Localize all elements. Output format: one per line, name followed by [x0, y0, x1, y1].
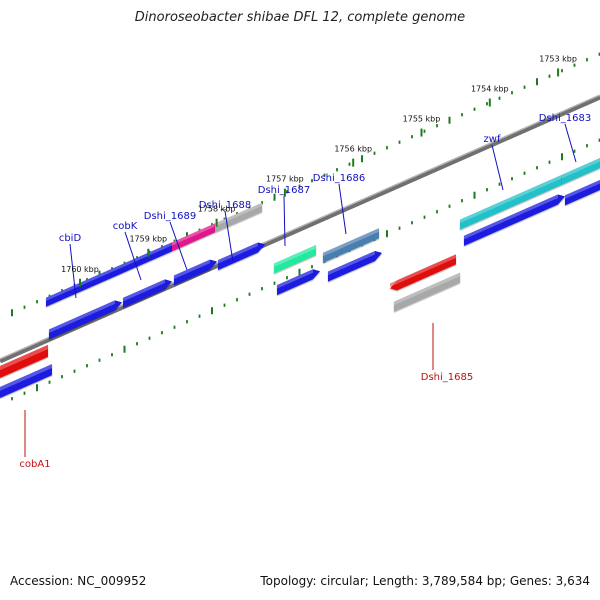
cds-arrow [123, 279, 172, 308]
cds-arrow [174, 259, 217, 286]
gene-label-cbiD: cbiD [59, 233, 82, 244]
inner-tick-track [11, 138, 600, 401]
tick-label: 1754 kbp [471, 84, 509, 93]
accession-text: Accession: NC_009952 [10, 574, 147, 588]
leader-line [169, 221, 188, 271]
gene-label-cobK: cobK [113, 221, 138, 232]
leader-line [69, 243, 77, 299]
gene-label-Dshi_1689: Dshi_1689 [144, 211, 196, 222]
tick-label: 1756 kbp [334, 145, 372, 154]
cds-arrow-highlight [174, 259, 210, 279]
tick-label: 1753 kbp [539, 54, 577, 63]
gene-bar-Dshi_1689-highlight [172, 223, 215, 246]
leader-line [283, 195, 286, 247]
tick-label: 1755 kbp [403, 115, 441, 124]
leader-line [338, 183, 347, 235]
leader-line [491, 144, 504, 191]
gene-label-cobA1: cobA1 [19, 459, 50, 470]
gene-bar-cobA1-highlight [0, 344, 48, 371]
leader-line [564, 123, 577, 163]
cds-arrow-highlight [123, 279, 165, 302]
cds-bar-cobA1-highlight [0, 364, 52, 391]
tick-label: 1759 kbp [129, 235, 167, 244]
tick-label: 1758 kbp [198, 205, 236, 214]
topology-text: Topology: circular; Length: 3,789,584 bp… [260, 574, 590, 588]
cds-arrow-highlight [49, 300, 115, 333]
gene-bar-Dshi_1685-highlight [390, 254, 456, 287]
tick-label: 1760 kbp [61, 265, 99, 274]
feature-labels: cbiDcobKDshi_1689Dshi_1688Dshi_1687Dshi_… [19, 113, 591, 470]
gene-label-Dshi_1686: Dshi_1686 [313, 173, 365, 184]
gene-label-zwf: zwf [484, 134, 501, 145]
gene-bar-Dshi_1686-highlight [323, 228, 379, 257]
gene-label-Dshi_1683: Dshi_1683 [539, 113, 591, 124]
tick-labels: 1753 kbp 1754 kbp 1755 kbp 1756 kbp 1757 kbp… [61, 54, 577, 287]
feature-track [0, 158, 600, 398]
gene-bar-cbiD-highlight [46, 242, 172, 301]
gene-bar-zwf-highlight [460, 174, 562, 224]
map-title: Dinoroseobacter shibae DFL 12, complete … [134, 10, 466, 25]
cds-arrow [49, 300, 122, 340]
cds-arrow-highlight [464, 194, 558, 240]
backbone-line [0, 94, 600, 364]
tick-label: 1757 kbp [266, 175, 304, 184]
leader-line [124, 231, 142, 281]
cds-arrow [464, 194, 565, 246]
leader-line [224, 210, 234, 263]
cds-arrow [277, 269, 320, 296]
gene-bar-Dshi_1687-highlight [274, 244, 316, 267]
cds-arrow [218, 242, 265, 271]
gene-label-Dshi_1688: Dshi_1688 [199, 200, 251, 211]
gene-bar-Dshi_1685-pseudo-highlight [394, 272, 460, 306]
cds-arrow-highlight [328, 251, 375, 276]
gene-label-Dshi_1685: Dshi_1685 [421, 372, 473, 383]
gene-bar-Dshi_1683-highlight [562, 158, 600, 179]
cds-arrow-highlight [565, 180, 600, 199]
cds-arrow-highlight [218, 242, 258, 264]
cds-arrow-highlight [277, 269, 313, 289]
cds-arrow [328, 251, 382, 282]
